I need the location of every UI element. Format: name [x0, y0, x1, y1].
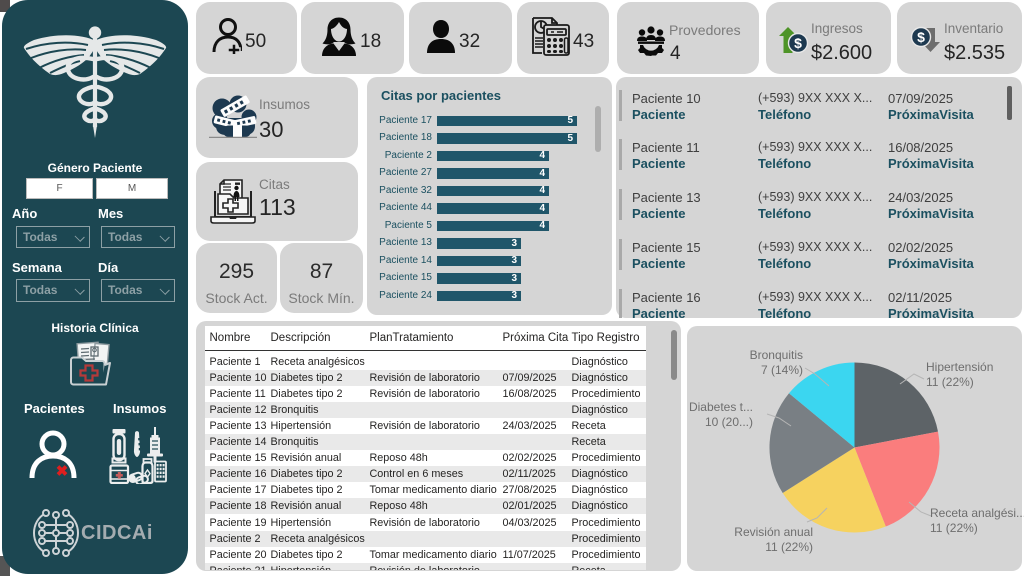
- svg-text:$: $: [794, 35, 802, 51]
- svg-text:$: $: [917, 29, 925, 45]
